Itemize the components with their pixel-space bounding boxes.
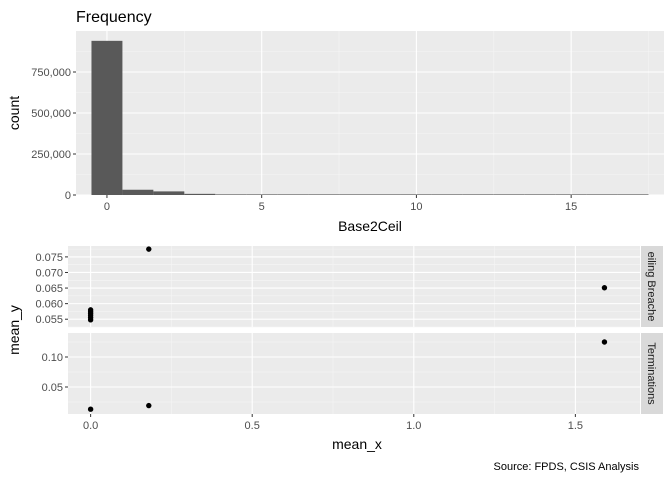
histogram-bar: [524, 194, 556, 195]
scatter-y-tick-label: 0.070: [35, 267, 63, 279]
histogram-bar: [586, 194, 618, 195]
scatter-x-tick-label: 0.0: [83, 420, 98, 432]
scatter-point: [146, 402, 152, 409]
facet-strip: [641, 333, 663, 414]
histogram-bar: [400, 194, 432, 195]
scatter-facet-panel: 0.05 0.10 Terminations: [42, 333, 663, 414]
scatter-panel-background: [68, 333, 640, 414]
histogram-x-axis-title: Base2Ceil: [338, 218, 402, 234]
histogram-x-ticks: 0 5 10 15: [104, 195, 577, 213]
scatter-y-tick-label: 0.05: [42, 382, 63, 394]
scatter-y-tick-label: 0.10: [42, 352, 63, 364]
histogram-x-tick-label: 15: [565, 201, 577, 213]
histogram-x-tick-label: 10: [410, 201, 422, 213]
histogram-bar: [431, 194, 463, 195]
scatter-x-tick-label: 0.5: [245, 420, 260, 432]
histogram-bar: [184, 193, 216, 195]
histogram-bar: [555, 194, 587, 195]
histogram-bar: [122, 189, 154, 195]
histogram-bar: [493, 194, 525, 195]
facet-strip: [641, 246, 663, 327]
scatter-point: [601, 339, 608, 345]
scatter-panel-background: [68, 246, 640, 327]
scatter-y-axis-title: mean_y: [6, 305, 22, 355]
histogram-bar: [617, 194, 649, 195]
facet-strip-label: Terminations: [645, 342, 657, 405]
histogram-x-tick-label: 0: [104, 201, 110, 213]
histogram-x-tick-label: 5: [259, 201, 265, 213]
scatter-point: [601, 285, 608, 291]
histogram-y-tick-label: 750,000: [31, 67, 71, 79]
scatter-y-tick-label: 0.065: [35, 283, 63, 295]
scatter-y-tick-label: 0.055: [35, 314, 63, 326]
histogram-title: Frequency: [76, 9, 152, 26]
scatter-y-tick-label: 0.060: [35, 299, 63, 311]
scatter-y-tick-label: 0.075: [35, 252, 63, 264]
chart-caption: Source: FPDS, CSIS Analysis: [494, 461, 640, 473]
histogram-bar: [308, 194, 340, 195]
histogram-bar: [339, 194, 370, 195]
scatter-facet-panel: 0.055 0.060 0.065 0.070 0.075 eiling Breache: [35, 246, 663, 328]
scatter-x-ticks: 0.0 0.5 1.0 1.5: [83, 414, 583, 432]
scatter-point: [146, 246, 152, 252]
histogram-bar: [246, 194, 278, 195]
histogram-y-ticks: 0 250,000 500,000 750,000: [31, 67, 76, 202]
histogram-y-tick-label: 0: [65, 190, 71, 202]
histogram-bar: [370, 194, 401, 195]
histogram-bar: [215, 194, 247, 195]
histogram-y-tick-label: 500,000: [31, 108, 71, 120]
scatter-x-tick-label: 1.5: [568, 420, 583, 432]
histogram-bars: [91, 40, 649, 196]
histogram-bar: [153, 191, 185, 195]
scatter-x-tick-label: 1.0: [406, 420, 421, 432]
histogram-y-axis-title: count: [6, 96, 22, 130]
scatter-point: [87, 406, 94, 412]
histogram-bar: [277, 194, 309, 195]
facet-strip-label: eiling Breache: [645, 252, 657, 322]
histogram-bar: [91, 40, 123, 196]
histogram-y-tick-label: 250,000: [31, 149, 71, 161]
scatter-x-axis-title: mean_x: [332, 436, 382, 452]
histogram-bar: [462, 194, 494, 195]
scatter-point: [87, 307, 94, 313]
